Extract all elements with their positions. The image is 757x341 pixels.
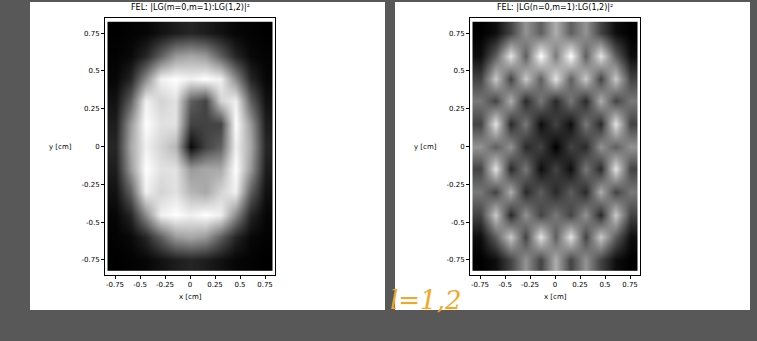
svg-text:0.25: 0.25: [207, 281, 223, 289]
svg-text:0.5: 0.5: [234, 281, 245, 289]
svg-text:0.5: 0.5: [88, 67, 99, 75]
svg-text:l=1,2: l=1,2: [390, 285, 461, 315]
svg-text:-0.25: -0.25: [156, 281, 174, 289]
svg-text:-0.5: -0.5: [498, 281, 512, 289]
svg-text:-0.5: -0.5: [451, 219, 465, 227]
svg-text:FEL: |LG(n=0,m=1):LG(1,2)|²: FEL: |LG(n=0,m=1):LG(1,2)|²: [497, 3, 613, 12]
svg-text:0: 0: [188, 281, 192, 289]
svg-text:0.5: 0.5: [599, 281, 610, 289]
svg-text:x [cm]: x [cm]: [179, 293, 202, 301]
svg-text:-0.75: -0.75: [471, 281, 489, 289]
svg-text:-0.75: -0.75: [106, 281, 124, 289]
svg-text:0.75: 0.75: [84, 30, 100, 38]
svg-text:-0.25: -0.25: [446, 181, 464, 189]
svg-text:-0.5: -0.5: [133, 281, 147, 289]
svg-text:-0.75: -0.75: [446, 256, 464, 264]
svg-text:-0.25: -0.25: [81, 181, 99, 189]
svg-text:0: 0: [460, 143, 464, 151]
svg-text:0.25: 0.25: [572, 281, 588, 289]
svg-text:0.75: 0.75: [622, 281, 638, 289]
svg-text:0.25: 0.25: [84, 105, 100, 113]
svg-text:0: 0: [553, 281, 557, 289]
svg-text:0.75: 0.75: [449, 30, 465, 38]
svg-text:FEL: |LG(m=0,m=1):LG(1,2)|²: FEL: |LG(m=0,m=1):LG(1,2)|²: [131, 3, 250, 12]
svg-text:y [cm]: y [cm]: [49, 143, 72, 151]
svg-text:-0.75: -0.75: [81, 256, 99, 264]
svg-text:0.5: 0.5: [453, 67, 464, 75]
svg-text:0.75: 0.75: [257, 281, 273, 289]
svg-text:0.25: 0.25: [449, 105, 465, 113]
svg-text:0: 0: [95, 143, 99, 151]
svg-text:-0.25: -0.25: [521, 281, 539, 289]
svg-text:x [cm]: x [cm]: [544, 293, 567, 301]
svg-text:y [cm]: y [cm]: [414, 143, 437, 151]
svg-text:-0.5: -0.5: [86, 219, 100, 227]
